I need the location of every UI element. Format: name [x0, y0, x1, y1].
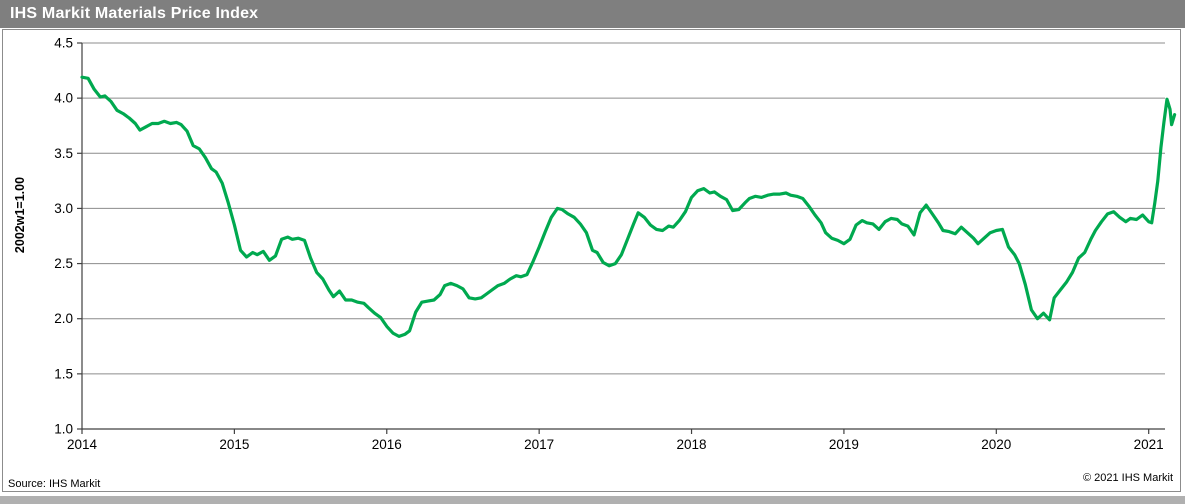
y-axis-title: 2002w1=1.00: [13, 176, 27, 254]
y-axis-tick-label: 2.0: [54, 311, 73, 326]
y-axis-tick-label: 3.0: [54, 201, 73, 216]
chart-frame: [2, 29, 1181, 492]
x-axis-tick-label: 2016: [372, 437, 402, 452]
y-axis-tick-label: 1.5: [54, 366, 73, 381]
footer-bar: [0, 496, 1185, 504]
x-axis-tick-label: 2017: [524, 437, 554, 452]
y-axis-tick-label: 3.5: [54, 146, 73, 161]
copyright-note: © 2021 IHS Markit: [1082, 472, 1173, 484]
x-axis-tick-label: 2021: [1134, 437, 1164, 452]
price-index-line: [80, 75, 1177, 338]
chart-title-bar: IHS Markit Materials Price Index: [0, 0, 1185, 28]
source-note: Source: IHS Markit: [8, 478, 101, 490]
y-axis-tick-label: 2.5: [54, 256, 73, 271]
x-axis-tick-label: 2015: [219, 437, 249, 452]
y-axis-tick-label: 4.0: [54, 91, 73, 106]
x-axis-tick-label: 2014: [67, 437, 98, 452]
x-axis-tick-label: 2019: [829, 437, 859, 452]
x-axis-tick-label: 2020: [981, 437, 1011, 452]
y-axis-tick-label: 4.5: [54, 36, 73, 51]
y-axis-tick-label: 1.0: [54, 422, 73, 437]
x-axis-tick-label: 2018: [677, 437, 707, 452]
chart-title: IHS Markit Materials Price Index: [10, 5, 259, 22]
